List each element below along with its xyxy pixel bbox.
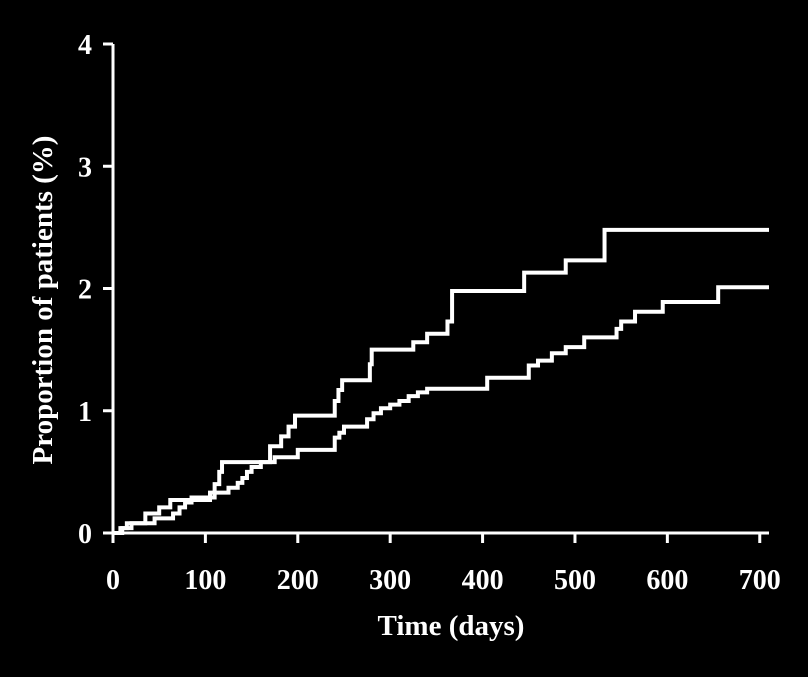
y-tick-label: 3 [78, 152, 92, 183]
x-tick-label: 100 [184, 565, 226, 596]
x-axis: 0 100 200 300 400 500 600 700 [106, 531, 781, 596]
y-tick-label: 1 [78, 397, 92, 428]
y-axis: 0 1 2 3 4 [78, 30, 115, 550]
y-tick-label: 0 [78, 519, 92, 550]
y-axis-title: Proportion of patients (%) [27, 136, 59, 465]
series-line-1 [113, 227, 769, 535]
x-tick-label: 500 [554, 565, 596, 596]
x-tick-label: 200 [277, 565, 319, 596]
x-tick-label: 300 [369, 565, 411, 596]
x-tick-label: 400 [462, 565, 504, 596]
series-group [113, 227, 769, 535]
x-tick-label: 0 [106, 565, 120, 596]
x-tick-label: 700 [739, 565, 781, 596]
x-tick-label: 600 [646, 565, 688, 596]
x-axis-title: Time (days) [378, 610, 525, 642]
series-line-2 [113, 285, 769, 535]
y-tick-label: 2 [78, 275, 92, 306]
y-tick-label: 4 [78, 30, 92, 61]
